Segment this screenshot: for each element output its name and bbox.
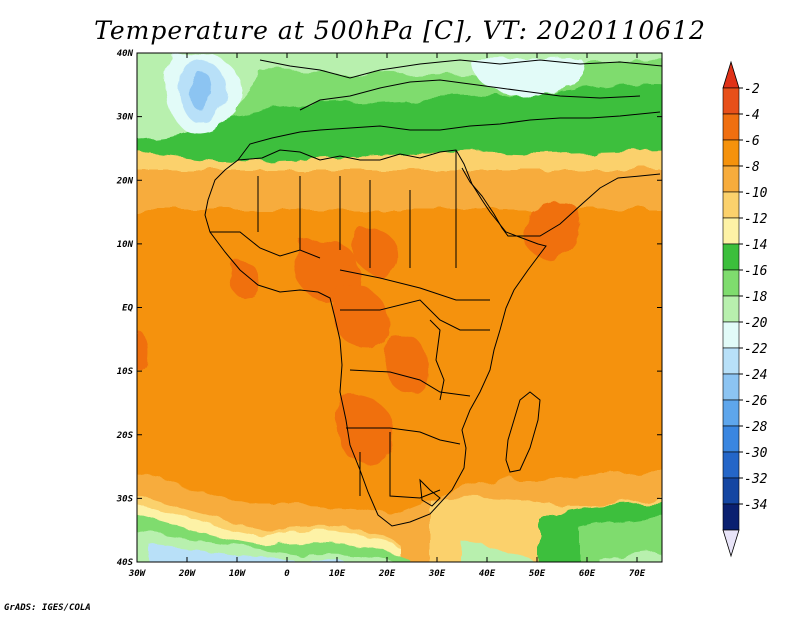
- colorbar-label: -32: [744, 472, 768, 487]
- colorbar-swatch: [722, 477, 740, 505]
- colorbar-swatch: [722, 425, 740, 453]
- grads-credit: GrADS: IGES/COLA: [4, 603, 91, 613]
- colorbar-label: -10: [744, 186, 768, 201]
- colorbar-swatch: [722, 295, 740, 323]
- coastlines: [204, 59, 662, 527]
- colorbar-label: -6: [744, 134, 760, 149]
- colorbar-label: -26: [744, 394, 768, 409]
- temperature-field: [137, 53, 662, 562]
- colorbar-swatch: [722, 191, 740, 219]
- colorbar-swatch: [722, 399, 740, 427]
- lon-label: 20E: [378, 569, 396, 579]
- lat-label: 30N: [116, 113, 134, 123]
- colorbar-bottom-arrow: [722, 529, 740, 558]
- colorbar-label: -30: [744, 446, 768, 461]
- colorbar-label: -18: [744, 290, 768, 305]
- colorbar-swatch: [722, 347, 740, 375]
- lon-label: 60E: [579, 569, 596, 579]
- colorbar-label: -8: [744, 160, 760, 175]
- colorbar-label: -28: [744, 420, 768, 435]
- colorbar: -2 -4 -6 -8 -10 -12 -14 -16 -18 -20 -22 -24 -26 -28 -3…: [722, 60, 768, 558]
- lon-label: 20W: [178, 569, 197, 579]
- lat-label: 20N: [116, 176, 134, 186]
- lon-label: 30E: [428, 569, 446, 579]
- colorbar-label: -2: [744, 82, 760, 97]
- colorbar-label: -14: [744, 238, 767, 253]
- colorbar-top-arrow: [722, 60, 740, 89]
- colorbar-swatch: [722, 503, 740, 531]
- colorbar-swatch: [722, 451, 740, 479]
- lat-label: 40S: [117, 558, 134, 568]
- colorbar-swatch: [722, 373, 740, 401]
- colorbar-swatch: [722, 269, 740, 297]
- colorbar-swatch: [722, 165, 740, 193]
- lon-label: 40E: [479, 569, 496, 579]
- lat-label: 30S: [116, 494, 134, 504]
- map-title: Temperature at 500hPa [C], VT: 202011061…: [94, 16, 706, 45]
- colorbar-swatch: [722, 217, 740, 245]
- lat-label: 10N: [117, 240, 134, 250]
- lat-label: EQ: [122, 304, 133, 314]
- colorbar-label: -16: [744, 264, 768, 279]
- colorbar-label: -24: [744, 368, 767, 383]
- lat-label: 40N: [117, 49, 134, 59]
- longitude-axis: 30W 20W 10W 0 10E 20E 30E 40E 50E 60E 70E: [128, 53, 646, 579]
- lon-label: 10E: [329, 569, 346, 579]
- lon-label: 0: [284, 569, 290, 579]
- colorbar-label: -20: [744, 316, 768, 331]
- colorbar-swatch: [722, 113, 740, 141]
- colorbar-label: -4: [744, 108, 760, 123]
- lon-label: 50E: [529, 569, 546, 579]
- lat-label: 10S: [117, 367, 134, 377]
- lat-label: 20S: [116, 431, 134, 441]
- colorbar-swatch: [722, 139, 740, 167]
- colorbar-swatch: [722, 243, 740, 271]
- lon-label: 30W: [128, 569, 147, 579]
- colorbar-swatch: [722, 321, 740, 349]
- latitude-axis: 40N 30N 20N 10N EQ 10S 20S 30S 40S: [116, 49, 662, 568]
- colorbar-label: -12: [744, 212, 768, 227]
- lon-label: 70E: [629, 569, 646, 579]
- lon-label: 10W: [229, 569, 247, 579]
- colorbar-label: -34: [744, 498, 767, 513]
- colorbar-swatch: [722, 87, 740, 115]
- colorbar-label: -22: [744, 342, 768, 357]
